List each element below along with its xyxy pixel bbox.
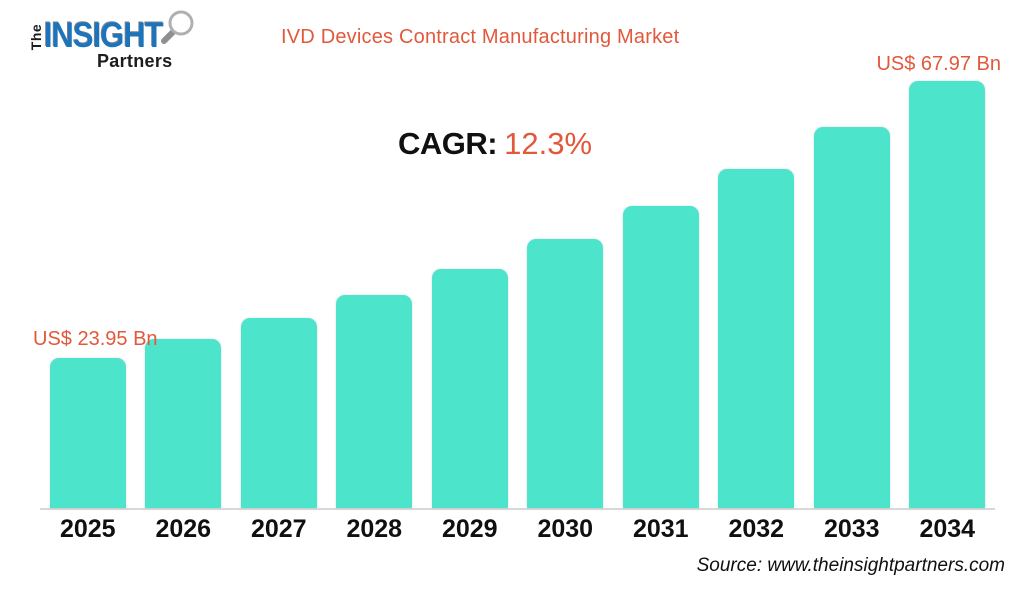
bar-column-2028 <box>327 295 423 508</box>
x-axis-ticks: 2025 2026 2027 2028 2029 2030 2031 2032 2033 2034 <box>40 510 995 544</box>
bar-chart: US$ 23.95 Bn US$ 67.97 Bn 2025 2026 2027 20… <box>33 53 1001 544</box>
x-axis-line <box>40 508 995 510</box>
x-tick-2026: 2026 <box>155 515 212 543</box>
source-attribution: Source: www.theinsightpartners.com <box>696 555 1005 576</box>
chart-title: IVD Devices Contract Manufacturing Marke… <box>281 26 680 48</box>
bar-column-2025 <box>40 358 136 508</box>
bar-2034 <box>909 81 986 508</box>
bar-column-2030 <box>518 239 614 508</box>
bar-column-2031 <box>613 206 709 508</box>
bar-2029 <box>431 269 508 508</box>
bar-2026 <box>145 339 222 508</box>
logo-partners-text: Partners <box>97 51 173 71</box>
bar-column-2033 <box>804 127 900 508</box>
bar-2030 <box>527 239 604 508</box>
plot-area: US$ 23.95 Bn US$ 67.97 Bn <box>33 53 1001 508</box>
x-tick-2030: 2030 <box>537 515 594 543</box>
insight-partners-logo: The INSIGHT Partners <box>28 10 194 72</box>
cagr-value: 12.3% <box>504 126 593 161</box>
first-bar-value-label: US$ 23.95 Bn <box>33 328 158 350</box>
bar-2033 <box>813 127 890 508</box>
bar-column-2032 <box>709 169 805 508</box>
x-tick-2033: 2033 <box>823 515 880 543</box>
last-bar-value-label: US$ 67.97 Bn <box>876 53 1001 75</box>
bar-2025 <box>49 358 126 508</box>
bar-2032 <box>718 169 795 508</box>
x-tick-2031: 2031 <box>632 515 689 543</box>
x-tick-2028: 2028 <box>346 515 403 543</box>
x-tick-2034: 2034 <box>919 515 976 543</box>
cagr-annotation: CAGR: 12.3% <box>398 126 592 162</box>
x-tick-2032: 2032 <box>728 515 785 543</box>
bar-2027 <box>240 318 317 508</box>
bar-column-2027 <box>231 318 327 508</box>
magnifier-icon <box>161 10 194 44</box>
bar-column-2029 <box>422 269 518 508</box>
logo-the-text: The <box>28 23 44 51</box>
logo-insight-text: INSIGHT <box>44 16 164 55</box>
x-tick-2029: 2029 <box>441 515 498 543</box>
bar-2028 <box>336 295 413 508</box>
bar-2031 <box>622 206 699 508</box>
x-tick-2027: 2027 <box>250 515 307 543</box>
cagr-label: CAGR: <box>398 126 498 161</box>
bar-column-2034 <box>900 81 996 508</box>
x-tick-2025: 2025 <box>59 515 116 543</box>
bar-column-2026 <box>136 339 232 508</box>
